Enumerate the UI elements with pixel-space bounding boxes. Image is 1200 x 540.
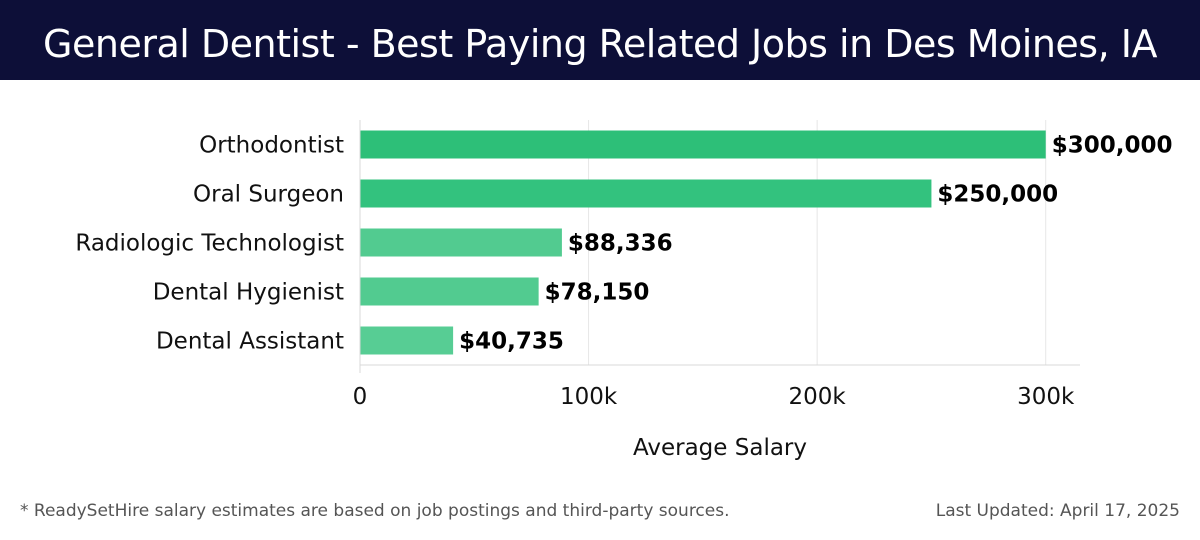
category-label: Dental Assistant [156, 329, 344, 355]
grid-lines [588, 120, 1047, 365]
category-label: Radiologic Technologist [75, 231, 344, 257]
value-label: $88,336 [568, 231, 673, 257]
category-label: Orthodontist [199, 133, 344, 159]
bar [360, 179, 932, 208]
category-label: Dental Hygienist [153, 280, 344, 306]
x-tick-label: 300k [1017, 384, 1075, 410]
last-updated: Last Updated: April 17, 2025 [935, 501, 1180, 521]
value-label: $250,000 [937, 182, 1058, 208]
x-axis: 0 100k 200k 300k [353, 120, 1080, 410]
bar [360, 326, 454, 355]
bars [360, 130, 1046, 355]
bar-chart: Orthodontist Oral Surgeon Radiologic Techn… [75, 120, 1172, 461]
bar [360, 228, 562, 257]
bar [360, 277, 539, 306]
value-label: $40,735 [459, 329, 564, 355]
category-label: Oral Surgeon [193, 182, 344, 208]
x-tick-label: 100k [560, 384, 618, 410]
category-labels: Orthodontist Oral Surgeon Radiologic Techn… [75, 133, 344, 355]
footnote: * ReadySetHire salary estimates are base… [20, 501, 730, 521]
value-labels: $300,000 $250,000 $88,336 $78,150 $40,735 [459, 133, 1172, 355]
value-label: $300,000 [1052, 133, 1173, 159]
header-bar: General Dentist - Best Paying Related Jo… [0, 0, 1200, 80]
bar [360, 130, 1046, 159]
x-axis-label: Average Salary [633, 435, 807, 461]
value-label: $78,150 [545, 280, 650, 306]
x-tick-label: 200k [789, 384, 847, 410]
x-tick-label: 0 [353, 384, 368, 410]
chart-title: General Dentist - Best Paying Related Jo… [43, 22, 1157, 66]
